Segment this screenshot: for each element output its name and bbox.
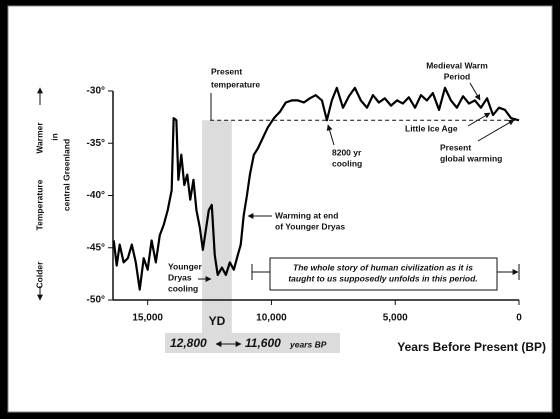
y-tick-label: -30° (87, 86, 105, 97)
x-tick-label: 5,000 (383, 313, 408, 324)
x-tick-label: 0 (516, 313, 522, 324)
annotation: Younger (168, 261, 203, 271)
annotation: Period (444, 71, 470, 81)
annotation-arrow (467, 112, 491, 127)
present-temp-label: temperature (211, 79, 260, 89)
y-tick-label: -45° (87, 242, 105, 253)
x-tick-label: 15,000 (132, 313, 163, 324)
annotation: of Younger Dryas (275, 221, 345, 231)
annotation: Present (440, 142, 471, 152)
annotation-arrow (469, 82, 481, 101)
y-axis-label: Temperature (34, 179, 44, 230)
band-unit: years BP (289, 339, 327, 349)
annotation: The whole story of human civilization as… (293, 262, 473, 272)
x-tick-label: 10,000 (256, 313, 287, 324)
y-tick-label: -40° (87, 190, 105, 201)
annotation: taught to us supposedly unfolds in this … (288, 273, 477, 283)
annotation: cooling (168, 283, 198, 293)
y-axis-label: Colder (34, 261, 44, 289)
annotation-arrow (477, 119, 515, 142)
period-box (269, 257, 498, 291)
annotation: Medieval Warm (426, 60, 488, 70)
y-axis-sublabel: central Greenland (61, 139, 71, 211)
annotation: Warming at end (275, 210, 338, 220)
y-axis-sublabel: in (49, 133, 59, 141)
band-caption-bg (165, 333, 340, 353)
band-end: 11,600 (245, 336, 281, 350)
annotation: 8200 yr (332, 147, 362, 157)
x-axis-label: Years Before Present (BP) (397, 340, 546, 354)
y-axis-label: Warmer (34, 122, 44, 154)
present-temp-label: Present (211, 66, 242, 76)
temperature-line (112, 86, 520, 291)
band-start: 12,800 (170, 336, 207, 350)
y-tick-label: -35° (87, 138, 105, 149)
y-tick-label: -50° (87, 295, 105, 306)
annotation: global warming (440, 153, 502, 163)
band-label: YD (209, 314, 226, 328)
annotation: Little Ice Age (405, 123, 458, 133)
annotation: cooling (332, 158, 362, 168)
annotation-arrow (326, 124, 335, 146)
annotation: Dryas (168, 272, 192, 282)
